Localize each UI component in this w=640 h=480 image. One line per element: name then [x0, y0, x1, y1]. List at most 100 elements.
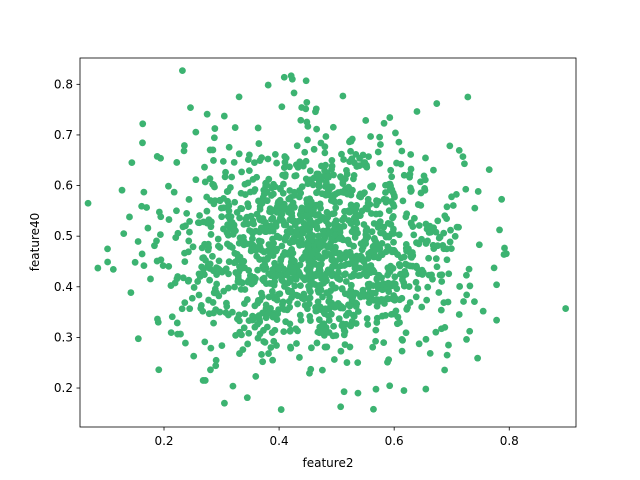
- data-point: [189, 243, 197, 251]
- data-point: [352, 205, 360, 213]
- data-point: [388, 295, 396, 303]
- data-point: [186, 305, 194, 313]
- data-point: [328, 255, 336, 263]
- data-point: [389, 200, 397, 208]
- data-point: [498, 195, 506, 203]
- data-point: [250, 220, 258, 228]
- data-point: [344, 309, 352, 317]
- data-point: [405, 245, 412, 253]
- data-point: [286, 163, 293, 171]
- data-point: [297, 316, 305, 324]
- data-point: [428, 271, 435, 279]
- data-point: [306, 286, 313, 294]
- data-point: [218, 342, 226, 349]
- data-point: [109, 265, 117, 273]
- data-point: [337, 188, 345, 196]
- data-point: [302, 77, 310, 85]
- data-point: [391, 273, 399, 281]
- data-point: [474, 354, 482, 362]
- data-point: [94, 264, 102, 272]
- data-point: [298, 204, 306, 212]
- data-point: [270, 337, 278, 345]
- data-point: [167, 282, 175, 289]
- x-tick-label: 0.2: [154, 434, 173, 448]
- data-point: [292, 291, 300, 299]
- data-point: [363, 315, 371, 322]
- data-point: [277, 255, 285, 263]
- data-point: [200, 271, 208, 278]
- data-point: [225, 202, 233, 210]
- data-point: [377, 141, 384, 148]
- data-point: [365, 250, 373, 258]
- data-point: [343, 190, 351, 198]
- data-point: [374, 148, 382, 156]
- data-point: [322, 133, 330, 140]
- data-point: [134, 335, 142, 343]
- data-point: [335, 315, 343, 323]
- data-point: [380, 223, 388, 231]
- data-point: [372, 326, 380, 334]
- data-point: [399, 197, 407, 205]
- data-point: [269, 356, 277, 364]
- data-point: [475, 241, 483, 249]
- data-point: [323, 208, 331, 216]
- data-point: [292, 263, 300, 271]
- data-point: [345, 183, 352, 191]
- data-point: [455, 146, 463, 154]
- data-point: [386, 114, 394, 121]
- data-point: [168, 313, 176, 321]
- data-point: [247, 278, 255, 286]
- data-point: [244, 340, 252, 348]
- data-point: [271, 151, 279, 158]
- data-point: [433, 263, 441, 271]
- data-point: [212, 356, 220, 364]
- data-point: [446, 238, 454, 246]
- data-point: [347, 147, 354, 155]
- data-point: [275, 265, 283, 273]
- data-point: [271, 183, 279, 191]
- data-point: [188, 294, 196, 302]
- data-point: [365, 153, 372, 160]
- data-point: [298, 294, 306, 302]
- data-point: [278, 242, 286, 250]
- data-point: [242, 215, 250, 223]
- data-point: [227, 213, 235, 221]
- data-point: [296, 158, 304, 166]
- data-point: [302, 157, 310, 165]
- data-point: [422, 385, 430, 393]
- data-point: [280, 221, 288, 229]
- data-point: [376, 210, 384, 218]
- data-point: [84, 199, 92, 207]
- data-point: [423, 296, 431, 304]
- data-point: [347, 281, 355, 289]
- data-point: [343, 359, 351, 366]
- data-point: [433, 100, 441, 107]
- data-point: [390, 238, 397, 246]
- data-point: [355, 162, 363, 170]
- data-point: [210, 200, 218, 208]
- data-point: [447, 226, 454, 234]
- data-point: [198, 244, 206, 252]
- data-point: [329, 123, 337, 131]
- data-point: [131, 258, 139, 266]
- data-point: [339, 92, 347, 100]
- data-point: [220, 204, 228, 212]
- data-point: [245, 203, 252, 211]
- data-point: [184, 277, 192, 285]
- data-point: [425, 254, 433, 262]
- data-point: [271, 326, 279, 334]
- data-point: [172, 234, 180, 242]
- data-point: [331, 261, 338, 269]
- data-point: [398, 294, 406, 302]
- data-point: [264, 81, 272, 89]
- data-point: [276, 216, 284, 224]
- data-point: [293, 340, 300, 347]
- data-point: [317, 139, 325, 147]
- data-point: [316, 270, 324, 278]
- data-point: [455, 311, 463, 318]
- data-point: [376, 159, 384, 167]
- data-point: [157, 213, 165, 221]
- data-point: [432, 255, 440, 263]
- data-point: [346, 208, 353, 216]
- data-point: [206, 276, 214, 284]
